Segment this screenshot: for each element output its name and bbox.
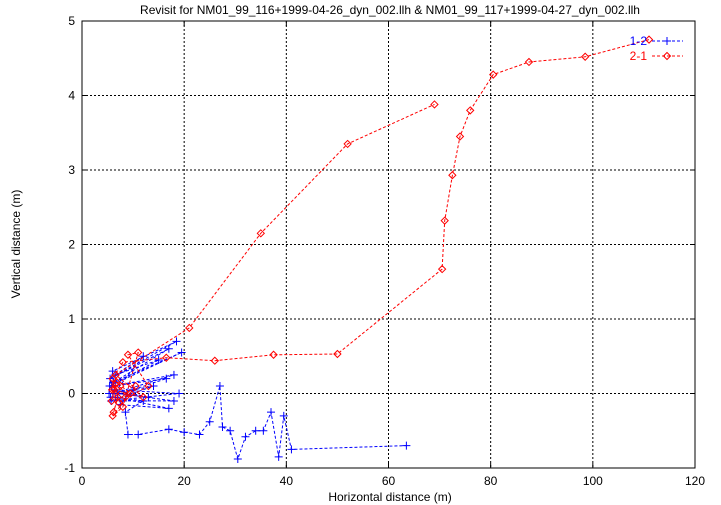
data-point <box>126 389 135 398</box>
legend-label-1-2: 1-2 <box>630 34 648 48</box>
y-tick-label: 0 <box>68 387 75 401</box>
x-tick-label: 100 <box>583 474 603 488</box>
x-tick-label: 60 <box>382 474 396 488</box>
y-tick-label: -1 <box>64 461 75 475</box>
data-point <box>343 139 352 149</box>
data-point <box>172 337 181 346</box>
data-point <box>215 382 224 391</box>
data-point <box>233 455 242 464</box>
x-tick-label: 0 <box>79 474 86 488</box>
data-point <box>121 393 130 402</box>
x-tick-label: 20 <box>177 474 191 488</box>
data-point <box>175 389 184 398</box>
data-point <box>144 393 153 402</box>
data-point <box>134 430 143 439</box>
data-point <box>162 374 171 383</box>
data-point <box>139 352 148 361</box>
y-tick-label: 1 <box>68 312 75 326</box>
data-point <box>139 393 148 402</box>
grid <box>82 21 695 468</box>
data-point <box>430 100 439 109</box>
data-point <box>133 348 143 357</box>
chart-title: Revisit for NM01_99_116+1999-04-26_dyn_0… <box>140 3 640 17</box>
data-point <box>111 370 120 380</box>
legend: 1-2 2-1 <box>630 34 683 63</box>
data-point <box>205 417 214 426</box>
data-point <box>164 425 173 434</box>
data-point <box>259 426 268 435</box>
data-point <box>644 35 654 44</box>
data-point <box>109 407 118 417</box>
y-axis-title: Vertical distance (m) <box>9 190 23 299</box>
series-2-1 <box>107 35 654 421</box>
data-point <box>110 380 120 389</box>
data-point <box>154 355 163 364</box>
data-point <box>195 430 204 439</box>
y-tick-label: 5 <box>68 14 75 28</box>
data-point <box>107 385 117 394</box>
data-point <box>185 323 194 333</box>
data-point <box>269 350 278 359</box>
x-axis-title: Horizontal distance (m) <box>328 490 451 504</box>
data-point <box>267 408 276 417</box>
data-point <box>118 402 128 412</box>
data-point <box>112 378 121 387</box>
data-point <box>114 398 123 407</box>
data-point <box>226 426 235 435</box>
x-tick-label: 40 <box>280 474 294 488</box>
data-point <box>169 396 178 405</box>
data-point <box>123 350 133 359</box>
data-point <box>164 404 173 413</box>
data-point <box>123 430 132 439</box>
data-point <box>162 353 171 362</box>
data-point <box>279 411 288 420</box>
axis-ticks: 0 20 40 60 80 100 120 -1 0 1 2 3 4 5 <box>64 14 705 488</box>
data-point <box>113 393 122 402</box>
y-tick-label: 3 <box>68 163 75 177</box>
data-point <box>108 411 117 421</box>
y-tick-label: 2 <box>68 238 75 252</box>
data-point <box>455 132 465 141</box>
data-point <box>107 396 116 406</box>
y-tick-label: 4 <box>68 89 75 103</box>
legend-marker-2-1 <box>662 51 672 61</box>
data-point <box>256 229 265 238</box>
legend-label-2-1: 2-1 <box>630 49 648 63</box>
legend-marker-1-2 <box>663 37 671 45</box>
data-point <box>180 428 189 437</box>
data-point <box>524 57 534 67</box>
data-point <box>489 70 498 79</box>
data-point <box>402 441 411 450</box>
data-point <box>466 106 475 115</box>
data-point <box>106 374 115 383</box>
data-point <box>274 452 283 461</box>
data-point <box>333 349 342 359</box>
series-layer <box>105 35 654 464</box>
data-point <box>440 216 449 225</box>
data-point <box>118 358 128 367</box>
data-point <box>437 264 447 274</box>
data-point <box>149 382 158 391</box>
data-point <box>448 171 457 180</box>
data-point <box>131 381 140 391</box>
x-tick-label: 80 <box>484 474 498 488</box>
data-point <box>164 344 173 353</box>
data-point <box>144 381 153 391</box>
x-tick-label: 120 <box>685 474 705 488</box>
data-point <box>241 432 250 441</box>
legend-samples <box>652 37 683 61</box>
data-point <box>121 408 130 417</box>
data-point <box>210 356 220 365</box>
data-point <box>287 445 296 454</box>
data-point <box>177 348 186 357</box>
data-point <box>218 423 227 432</box>
data-point <box>109 385 119 394</box>
data-point <box>251 426 260 435</box>
data-point <box>580 52 590 61</box>
data-point <box>169 370 178 379</box>
